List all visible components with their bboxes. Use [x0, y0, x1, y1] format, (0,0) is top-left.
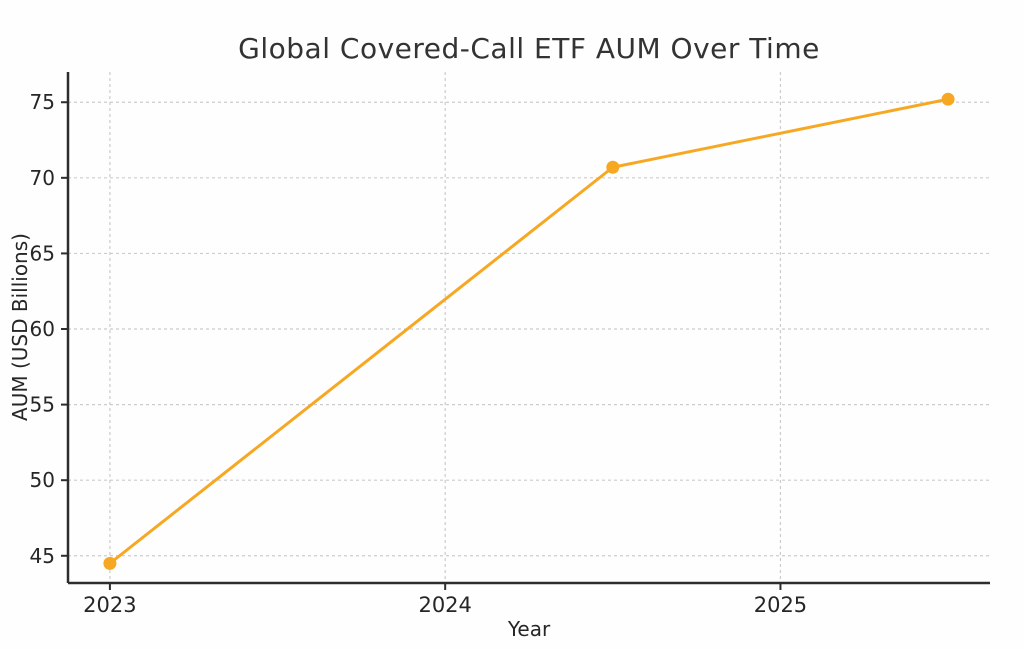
y-tick-label: 75 — [30, 90, 55, 114]
data-point — [606, 160, 620, 174]
x-tick-label: 2025 — [754, 593, 807, 617]
chart-title: Global Covered-Call ETF AUM Over Time — [238, 32, 820, 65]
data-point — [941, 92, 955, 106]
y-tick-label: 65 — [30, 241, 55, 265]
data-point — [103, 556, 117, 570]
y-tick-label: 60 — [30, 317, 55, 341]
x-tick-label: 2024 — [418, 593, 471, 617]
aum-line-series — [108, 97, 950, 565]
x-axis-label: Year — [507, 617, 551, 641]
y-tick-label: 55 — [30, 393, 55, 417]
y-tick-label: 50 — [30, 468, 55, 492]
x-tick-label: 2023 — [83, 593, 136, 617]
y-tick-label: 70 — [30, 166, 55, 190]
y-tick-label: 45 — [30, 544, 55, 568]
